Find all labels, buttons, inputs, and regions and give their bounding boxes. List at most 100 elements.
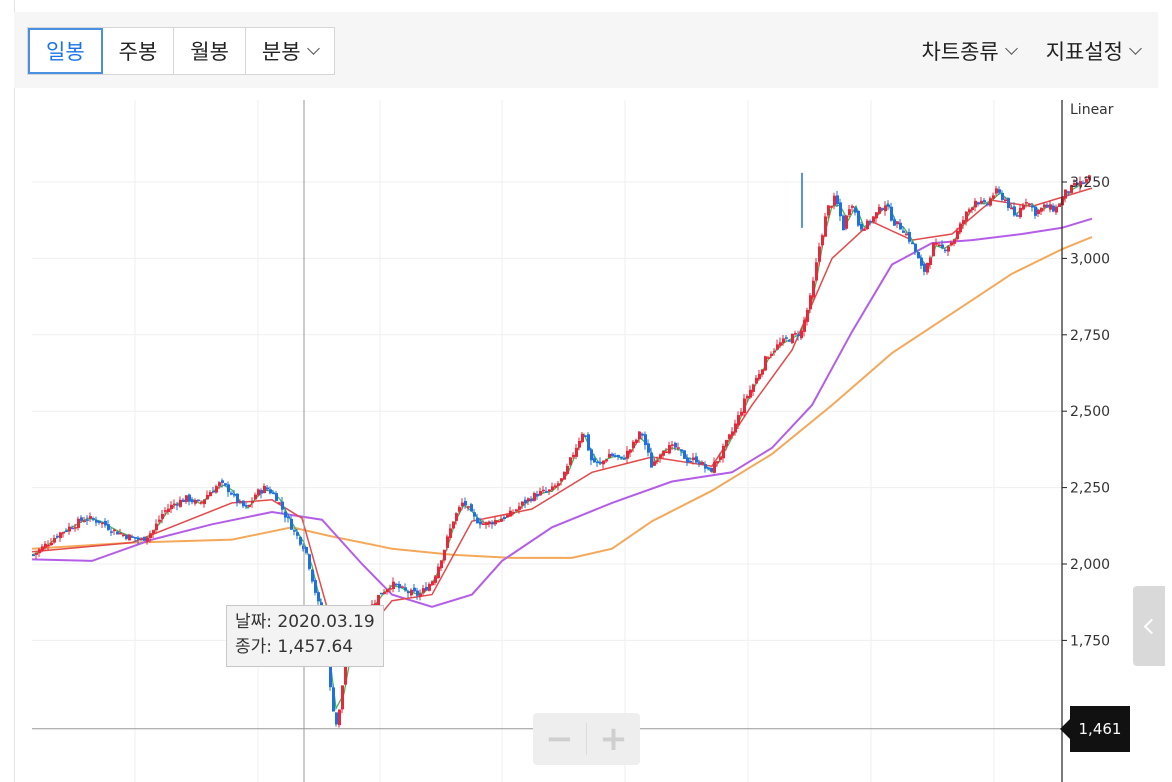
zoom-out-button[interactable]: − [545,719,574,759]
period-daily-button[interactable]: 일봉 [28,28,103,74]
candle-body [155,523,158,531]
side-panel-toggle[interactable] [1133,586,1165,666]
candle-body [1004,199,1007,202]
candle-body [557,483,560,486]
candle-body [866,220,869,230]
candle-body [665,451,668,453]
candle-body [137,537,140,540]
candle-body [437,566,440,579]
candle-body [857,210,860,226]
candle-body [1013,206,1016,216]
candle-body [251,500,254,504]
candle-body [965,211,968,221]
candle-body [122,534,125,537]
candle-body [842,215,845,231]
candle-body [1070,185,1073,194]
candle-body [791,333,794,344]
indicator-settings-dropdown[interactable]: 지표설정 [1045,36,1142,66]
candle-body [809,295,812,310]
candle-body [863,229,866,231]
candle-body [83,520,86,523]
candle-body [575,447,578,457]
candle-body [263,485,266,494]
candle-body [737,415,740,426]
candle-body [569,457,572,465]
y-tick-label: 2,000 [1070,557,1110,573]
candle-body [215,486,218,493]
candle-body [752,384,755,392]
candle-body [992,195,995,199]
candle-body [290,518,293,530]
candle-body [80,517,83,521]
y-tick-label: 1,750 [1070,633,1110,649]
candle-body [425,586,428,591]
period-weekly-button[interactable]: 주봉 [102,28,175,74]
candle-body [545,491,548,493]
candle-body [479,521,482,525]
candle-body [182,499,185,503]
zoom-in-button[interactable]: + [599,719,628,759]
candle-body [605,459,608,462]
candle-body [692,457,695,460]
candle-body [638,431,641,440]
candle-body [299,536,302,545]
candle-body [1085,179,1088,183]
candle-body [875,212,878,219]
zoom-divider [586,723,587,755]
candle-body [812,280,815,298]
candle-body [500,518,503,522]
candle-body [923,263,926,272]
candle-body [164,510,167,512]
candle-body [476,517,479,524]
candle-body [602,460,605,465]
candle-body [731,431,734,436]
chart-type-dropdown[interactable]: 차트종류 [921,36,1018,66]
candle-body [419,593,422,597]
indicator-settings-label: 지표설정 [1045,40,1123,64]
candle-body [56,535,59,538]
candle-body [248,504,251,507]
candle-body [230,492,233,495]
candle-body [416,590,419,596]
candle-body [332,687,335,712]
candle-body [494,520,497,525]
candle-body [65,530,68,532]
candle-body [629,449,632,453]
y-tick-label: 2,750 [1070,328,1110,344]
candle-body [581,433,584,443]
candle-body [89,516,92,519]
candle-body [194,499,197,504]
candle-body [776,344,779,350]
candle-body [977,202,980,205]
candle-body [152,530,155,534]
candle-body [218,482,221,487]
candle-body [35,552,38,555]
ma-red-line [31,187,1093,639]
candle-body [497,520,500,523]
candle-body [272,492,275,495]
candle-body [200,502,203,504]
candle-body [47,544,50,547]
candle-body [92,518,95,520]
candle-body [728,434,731,439]
candle-body [767,357,770,359]
candle-body [1076,182,1079,185]
candle-body [758,373,761,380]
candle-body [428,584,431,591]
candle-body [689,460,692,463]
candle-body [407,591,410,594]
candle-body [458,507,461,512]
candle-body [785,337,788,339]
period-minute-dropdown[interactable]: 분봉 [245,28,334,74]
candle-body [1088,175,1091,180]
period-monthly-button[interactable]: 월봉 [174,28,246,74]
candle-body [1058,204,1061,207]
candle-body [149,533,152,539]
candle-body [968,209,971,213]
candle-body [536,493,539,497]
candle-body [431,581,434,586]
candle-body [170,504,173,510]
candle-body [989,198,992,206]
candle-body [392,581,395,590]
